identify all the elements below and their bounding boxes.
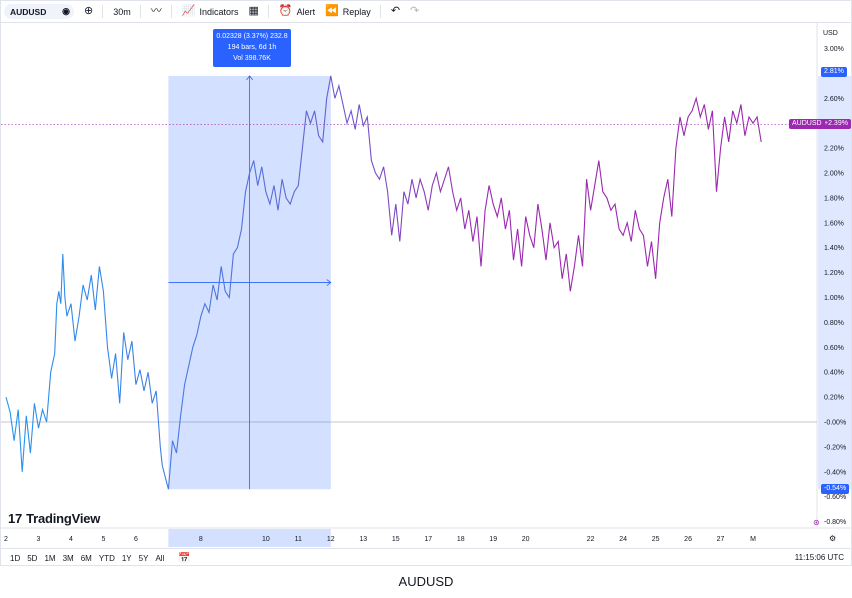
alert-button[interactable]: ⏰ Alert	[279, 6, 315, 17]
alert-label: Alert	[296, 6, 316, 17]
tradingview-logo[interactable]: 17 TradingView	[8, 511, 100, 526]
range-all[interactable]: All	[155, 553, 165, 563]
x-tick-label: 12	[327, 536, 335, 543]
currency-label[interactable]: USD	[823, 30, 838, 37]
indicators-button[interactable]: 📈 Indicators	[182, 6, 239, 17]
x-tick-label: 22	[587, 536, 595, 543]
alarm-clock-icon: ⏰	[278, 5, 293, 17]
date-range-calendar-icon[interactable]: 📅	[178, 552, 191, 564]
y-tick-label: 1.60%	[824, 220, 844, 227]
symbol-search[interactable]: AUDUSD ◉	[4, 4, 74, 19]
toolbar-divider	[170, 5, 172, 18]
interval-button[interactable]: 30m	[113, 6, 131, 17]
y-tick-label: 3.00%	[824, 46, 844, 53]
tradingview-mark: 17	[8, 511, 23, 526]
range-1m[interactable]: 1M	[44, 553, 56, 563]
y-tick-label: 1.80%	[824, 195, 844, 202]
chart-frame: AUDUSD ◉ ⊕ 30m 〰 📈 Indicators ▦ ⏰ Alert …	[0, 0, 852, 566]
measure-volume: Vol 398.76K	[233, 55, 271, 62]
y-tick-label: 1.00%	[824, 295, 844, 302]
x-tick-label: 10	[262, 536, 270, 543]
x-tick-label: 19	[489, 536, 497, 543]
x-tick-label: 17	[424, 536, 432, 543]
y-tick-label: 0.20%	[824, 395, 844, 402]
symbol-price-label: AUDUSD	[789, 119, 825, 130]
x-tick-label: 5	[101, 536, 105, 543]
y-tick-label: 2.20%	[824, 146, 844, 153]
y-tick-label: 2.00%	[824, 171, 844, 178]
measure-arrow-right	[326, 279, 332, 286]
x-tick-label: 25	[652, 536, 660, 543]
replay-button[interactable]: ⏪ Replay	[325, 6, 371, 17]
templates-grid-icon[interactable]: ▦	[248, 5, 259, 17]
x-tick-label: 15	[392, 536, 400, 543]
low-price-badge: -0.54%	[821, 484, 850, 495]
range-3m[interactable]: 3M	[62, 553, 74, 563]
figure-caption: AUDUSD	[398, 574, 454, 589]
toolbar-divider	[379, 5, 381, 18]
y-tick-label: 1.40%	[824, 245, 844, 252]
measure-change: 0.02328 (3.37%) 232.8	[216, 33, 288, 40]
x-tick-label: M	[750, 536, 756, 543]
y-tick-label: -0.80%	[824, 519, 846, 526]
y-tick-label: -0.20%	[824, 444, 846, 451]
tradingview-wordmark: TradingView	[26, 511, 101, 526]
x-tick-label: 18	[457, 536, 465, 543]
indicators-label: Indicators	[199, 6, 239, 17]
measure-tooltip: 0.02328 (3.37%) 232.8 194 bars, 6d 1h Vo…	[213, 29, 291, 67]
bottom-toolbar: 1D 5D 1M 3M 6M YTD 1Y 5Y All 📅 11:15:06 …	[1, 548, 851, 565]
utc-clock[interactable]: 11:15:06 UTC	[794, 553, 844, 562]
indicators-icon: 📈	[181, 5, 196, 17]
measure-arrow-up	[246, 75, 253, 81]
price-chart[interactable]: 3.00%2.80%2.60%2.40%2.20%2.00%1.80%1.60%…	[1, 23, 851, 548]
x-tick-label: 24	[619, 536, 627, 543]
symbol-circle-icon[interactable]: ⊛	[813, 518, 820, 527]
range-5y[interactable]: 5Y	[138, 553, 149, 563]
x-tick-label: 20	[522, 536, 530, 543]
rewind-icon: ⏪	[325, 5, 339, 17]
x-tick-label: 3	[37, 536, 41, 543]
compare-add-icon[interactable]: ⊕	[84, 5, 94, 17]
y-tick-label: 0.60%	[824, 345, 844, 352]
top-toolbar: AUDUSD ◉ ⊕ 30m 〰 📈 Indicators ▦ ⏰ Alert …	[1, 1, 851, 23]
measure-time-highlight	[168, 529, 331, 547]
x-tick-label: 2	[4, 536, 8, 543]
chart-style-icon[interactable]: 〰	[150, 5, 162, 17]
series-line-audusd	[5, 75, 762, 490]
y-tick-label: 1.20%	[824, 270, 844, 277]
y-tick-label: -0.60%	[824, 494, 846, 501]
y-tick-label: 0.80%	[824, 320, 844, 327]
redo-icon[interactable]: ↷	[410, 5, 420, 17]
range-1d[interactable]: 1D	[10, 553, 21, 563]
toolbar-divider	[102, 5, 104, 18]
x-tick-label: 6	[134, 536, 138, 543]
y-tick-label: 2.60%	[824, 96, 844, 103]
symbol-label: AUDUSD	[10, 6, 47, 17]
toolbar-divider	[267, 5, 269, 18]
measure-price-highlight	[818, 75, 851, 490]
range-5d[interactable]: 5D	[27, 553, 38, 563]
y-tick-label: -0.40%	[824, 469, 846, 476]
high-price-badge: 2.81%	[821, 67, 847, 78]
x-tick-label: 27	[717, 536, 725, 543]
x-tick-label: 13	[359, 536, 367, 543]
range-ytd[interactable]: YTD	[98, 553, 115, 563]
y-tick-label: 0.40%	[824, 370, 844, 377]
range-6m[interactable]: 6M	[80, 553, 92, 563]
settings-gear-icon[interactable]: ⚙	[829, 534, 837, 543]
x-tick-label: 26	[684, 536, 692, 543]
visibility-icon[interactable]: ◉	[62, 6, 70, 16]
x-tick-label: 11	[295, 536, 302, 543]
y-tick-label: -0.00%	[824, 420, 846, 427]
x-tick-label: 8	[199, 536, 203, 543]
undo-icon[interactable]: ↶	[390, 5, 401, 17]
last-price-badge: +2.39%	[821, 119, 851, 130]
toolbar-divider	[139, 5, 141, 18]
x-tick-label: 4	[69, 536, 73, 543]
range-1y[interactable]: 1Y	[121, 553, 132, 563]
measure-bars: 194 bars, 6d 1h	[227, 44, 277, 51]
replay-label: Replay	[342, 6, 371, 17]
